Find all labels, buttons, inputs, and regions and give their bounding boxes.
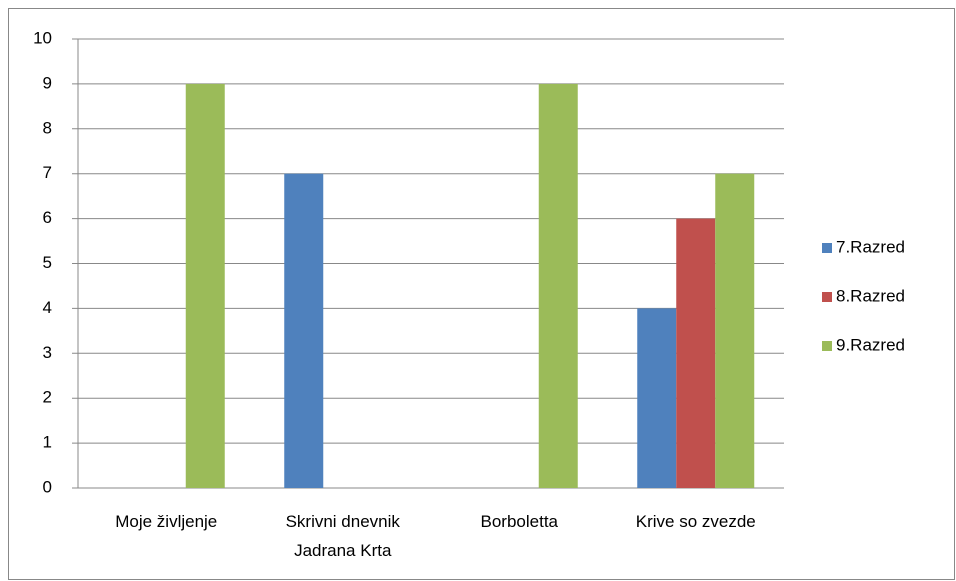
chart-border [8, 8, 955, 580]
bar [185, 83, 225, 489]
x-tick-label: Krive so zvezde [635, 512, 756, 531]
y-tick-label: 7 [43, 163, 52, 182]
bar [715, 173, 755, 488]
y-tick-label: 2 [43, 388, 52, 407]
y-tick-label: 1 [43, 433, 52, 452]
legend-label: 9.Razred [836, 335, 905, 354]
y-tick-label: 6 [43, 208, 52, 227]
x-tick-label: Moje življenje [115, 512, 218, 531]
legend-label: 8.Razred [836, 286, 905, 305]
legend-swatch [822, 243, 832, 253]
y-tick-label: 5 [43, 253, 52, 272]
y-tick-label: 0 [43, 477, 52, 496]
bar [676, 218, 716, 488]
x-tick-label: Borboletta [480, 512, 559, 531]
y-tick-label: 4 [43, 298, 52, 317]
bar [538, 83, 578, 489]
y-tick-label: 3 [43, 343, 52, 362]
legend-swatch [822, 341, 832, 351]
y-tick-label: 10 [33, 28, 52, 47]
x-tick-label: Skrivni dnevnik Jadrana Krta [285, 512, 400, 560]
legend-swatch [822, 292, 832, 302]
bar [284, 173, 324, 488]
y-tick-label: 8 [43, 118, 52, 137]
bar [637, 308, 677, 488]
y-tick-label: 9 [43, 73, 52, 92]
legend-label: 7.Razred [836, 237, 905, 256]
